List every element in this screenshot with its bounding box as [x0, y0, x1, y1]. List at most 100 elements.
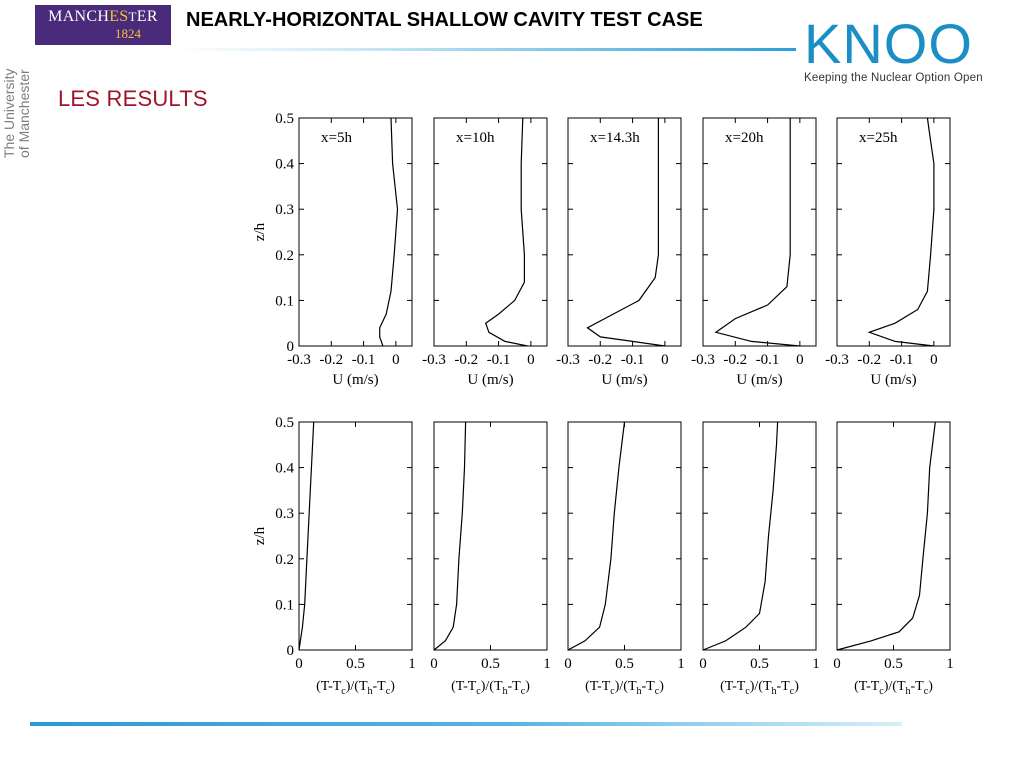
university-line-2: of Manchester — [16, 69, 32, 158]
x-tick-label: 1 — [408, 656, 416, 672]
y-tick-label: 0 — [287, 339, 295, 355]
x-tick-label: -0.1 — [487, 352, 511, 368]
x-axis-label-part: c — [745, 686, 750, 697]
x-tick-label: 0.5 — [481, 656, 500, 672]
x-axis-label-part: )/(T — [884, 679, 906, 694]
x-axis-label-part: (T-T — [585, 679, 611, 694]
plot-frame — [836, 117, 951, 347]
university-name-vertical: The University of Manchester — [1, 43, 32, 158]
x-axis-label: (T-Tc)/(Th-Tc) — [720, 679, 799, 697]
x-axis-label-part: -T — [373, 679, 387, 694]
x-axis-label: (T-Tc)/(Th-Tc) — [316, 679, 395, 697]
x-tick-label: 0 — [564, 656, 572, 672]
y-tick-label: 0.4 — [275, 461, 294, 477]
profile-charts: 0 0.1 0.2 0.3 0.4 0.5 -0.3 -0.2 -0.1 0 U (m/s) x=5h… — [252, 111, 954, 697]
x-axis-label: U (m/s) — [332, 372, 378, 388]
panel-label: x=25h — [859, 130, 898, 146]
x-axis-label-part: ) — [794, 679, 799, 694]
university-line-1: The University — [1, 68, 17, 158]
x-tick-label: -0.2 — [588, 352, 612, 368]
plot-frame — [567, 421, 682, 651]
x-tick-label: 0.5 — [884, 656, 903, 672]
plot-frame — [567, 117, 682, 347]
x-tick-label: -0.1 — [621, 352, 645, 368]
title-underline-rule — [176, 48, 796, 51]
plot-frame — [298, 117, 413, 347]
plot-frame — [702, 421, 817, 651]
knoo-wordmark: KNOO — [804, 12, 973, 75]
x-tick-label: -0.1 — [890, 352, 914, 368]
x-tick-label: 0 — [699, 656, 707, 672]
x-axis-label-part: ) — [525, 679, 530, 694]
y-axis-label: z/h — [252, 526, 268, 545]
x-axis-label-part: c — [879, 686, 884, 697]
x-axis-label-part: h — [368, 686, 373, 697]
x-axis-label-part: ) — [928, 679, 933, 694]
profile-line — [567, 421, 626, 651]
x-tick-label: 0 — [527, 352, 535, 368]
profile-line — [298, 421, 315, 651]
plot-frame — [702, 117, 817, 347]
x-tick-label: -0.2 — [319, 352, 343, 368]
panel-label: x=20h — [725, 130, 764, 146]
x-axis-label-part: h — [906, 686, 911, 697]
x-tick-label: 0 — [833, 656, 841, 672]
panel-label: x=10h — [456, 130, 495, 146]
y-tick-label: 0.5 — [275, 415, 294, 431]
x-tick-label: -0.2 — [454, 352, 478, 368]
x-axis-label-part: c — [476, 686, 481, 697]
page-title: NEARLY-HORIZONTAL SHALLOW CAVITY TEST CA… — [186, 9, 703, 31]
x-axis-label-part: c — [341, 686, 346, 697]
x-axis-label-part: (T-T — [854, 679, 880, 694]
x-tick-label: -0.1 — [352, 352, 376, 368]
university-of-manchester-logo: MANCHESTER 1824 — [35, 5, 171, 45]
y-tick-label: 0.4 — [275, 157, 294, 173]
x-axis-label-part: -T — [508, 679, 522, 694]
x-axis-label-part: c — [790, 686, 795, 697]
x-axis-label-part: -T — [777, 679, 791, 694]
y-tick-label: 0.5 — [275, 111, 294, 127]
x-tick-label: -0.2 — [857, 352, 881, 368]
x-axis-label-part: -T — [642, 679, 656, 694]
panel-label: x=14.3h — [590, 130, 640, 146]
profile-line — [484, 117, 528, 347]
x-axis-label-part: h — [503, 686, 508, 697]
footer-rule — [30, 722, 902, 726]
plot-frame — [433, 421, 548, 651]
y-tick-label: 0.1 — [275, 597, 294, 613]
x-tick-label: 0 — [430, 656, 438, 672]
plot-frame — [298, 421, 413, 651]
x-axis-label: U (m/s) — [736, 372, 782, 388]
profile-line — [433, 421, 467, 651]
y-axis-label: z/h — [252, 222, 268, 241]
x-tick-label: 1 — [946, 656, 954, 672]
x-axis-label-part: c — [924, 686, 929, 697]
x-tick-label: -0.1 — [756, 352, 780, 368]
x-axis-label-part: c — [521, 686, 526, 697]
x-axis-label: U (m/s) — [870, 372, 916, 388]
x-tick-label: 1 — [812, 656, 820, 672]
x-tick-label: 0.5 — [750, 656, 769, 672]
y-tick-label: 0.3 — [275, 202, 294, 218]
profile-line — [867, 117, 935, 347]
x-tick-label: 0 — [295, 656, 303, 672]
x-axis-label-part: (T-T — [720, 679, 746, 694]
x-axis-label: (T-Tc)/(Th-Tc) — [451, 679, 530, 697]
x-tick-label: 0.5 — [346, 656, 365, 672]
x-axis-label-part: c — [610, 686, 615, 697]
x-axis-label-part: h — [772, 686, 777, 697]
plot-frame — [836, 421, 951, 651]
y-tick-label: 0.3 — [275, 506, 294, 522]
x-axis-label-part: ) — [390, 679, 395, 694]
profile-line — [836, 421, 936, 651]
x-tick-label: 1 — [677, 656, 685, 672]
x-axis-label-part: ) — [659, 679, 664, 694]
x-axis-label-part: h — [637, 686, 642, 697]
profile-line — [702, 421, 779, 651]
profile-line — [379, 117, 399, 347]
y-tick-label: 0.2 — [275, 248, 294, 264]
x-axis-label-part: -T — [911, 679, 925, 694]
x-axis-label: (T-Tc)/(Th-Tc) — [854, 679, 933, 697]
y-tick-label: 0.1 — [275, 293, 294, 309]
x-tick-label: 0 — [392, 352, 400, 368]
